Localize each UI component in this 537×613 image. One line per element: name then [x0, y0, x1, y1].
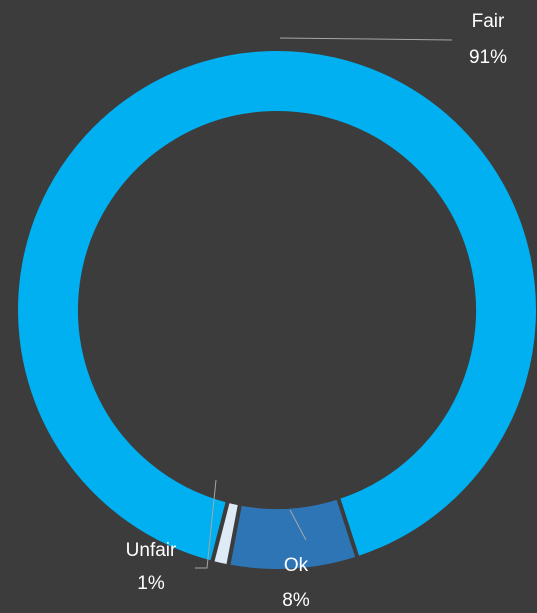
slice-label: Fair [472, 11, 505, 32]
leader-line [279, 37, 453, 41]
slice-label: Ok [284, 555, 309, 576]
donut-slice [14, 47, 537, 566]
leader-line [289, 509, 307, 541]
leader-line [195, 479, 217, 569]
slice-value-label: 1% [137, 573, 165, 594]
slice-label: Unfair [126, 540, 177, 561]
donut-slice [209, 498, 243, 569]
slice-value-label: 91% [469, 47, 507, 68]
slice-value-label: 8% [282, 590, 310, 611]
